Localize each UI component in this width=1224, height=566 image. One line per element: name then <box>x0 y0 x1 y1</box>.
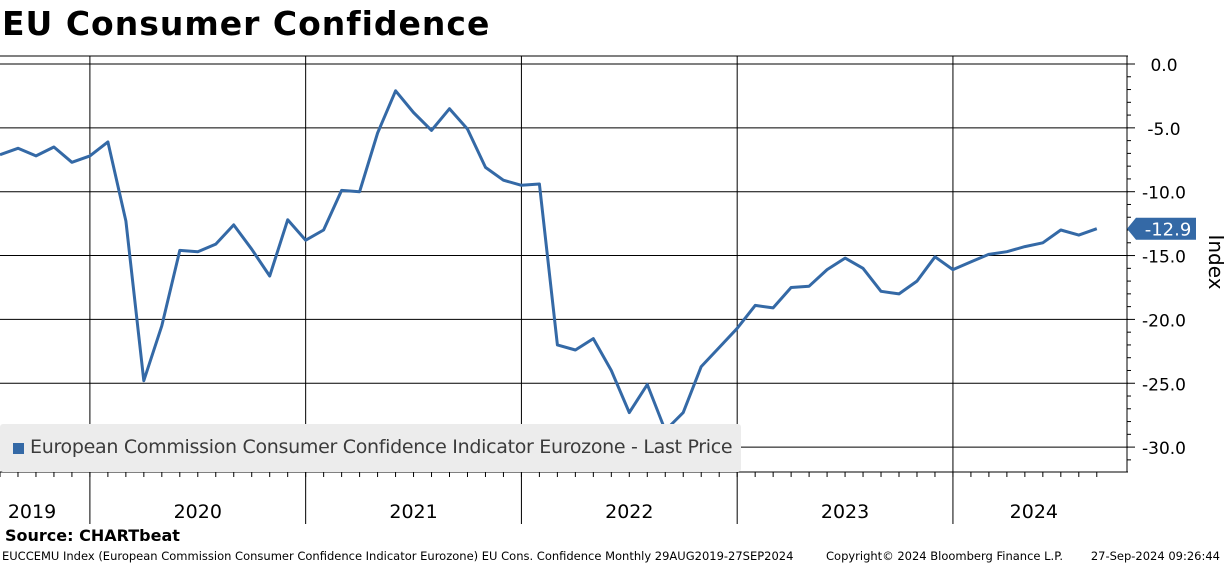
year-label: 2022 <box>605 501 653 523</box>
y-axis-label: Index <box>1204 234 1224 289</box>
footer-timestamp: 27-Sep-2024 09:26:44 <box>1090 549 1220 563</box>
y-tick-label: -10.0 <box>1142 184 1186 204</box>
legend: European Commission Consumer Confidence … <box>0 424 741 472</box>
y-axis: 0.0 -5.0 -10.0 -15.0 -20.0 -25.0 -30.0 Index <box>1126 56 1224 472</box>
footer-copyright: Copyright© 2024 Bloomberg Finance L.P. <box>826 549 1063 563</box>
y-tick-label: -30.0 <box>1142 439 1186 459</box>
series-layer <box>0 89 1098 432</box>
legend-label: European Commission Consumer Confidence … <box>30 436 733 458</box>
legend-swatch <box>13 443 24 454</box>
footer-description: EUCCEMU Index (European Commission Consu… <box>2 549 794 563</box>
y-tick-label: -5.0 <box>1147 120 1180 140</box>
last-value-label: -12.9 <box>1145 220 1192 241</box>
y-tick-label: -20.0 <box>1142 311 1186 331</box>
chart-title: EU Consumer Confidence <box>2 4 491 43</box>
year-label: 2024 <box>1010 501 1058 523</box>
year-label: 2021 <box>389 501 437 523</box>
x-axis: 2019 2020 2021 2022 2023 2024 <box>0 471 1128 523</box>
year-label: 2020 <box>174 501 222 523</box>
last-value-tag <box>1127 217 1196 240</box>
y-tick-label: -15.0 <box>1142 248 1186 268</box>
source-note: Source: CHARTbeat <box>5 526 180 545</box>
year-label: 2019 <box>8 501 56 523</box>
series-line <box>0 89 1098 432</box>
y-tick-label: -25.0 <box>1142 375 1186 395</box>
y-tick-label: 0.0 <box>1150 56 1177 76</box>
year-label: 2023 <box>821 501 869 523</box>
last-value-marker: -12.9 <box>1127 217 1196 241</box>
